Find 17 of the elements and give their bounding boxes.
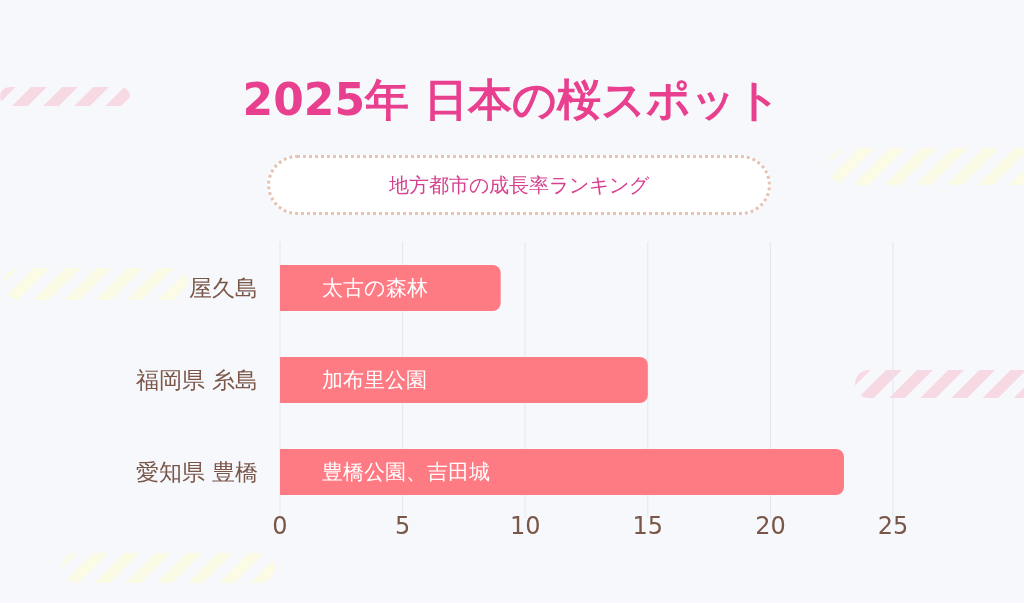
x-tick-label: 25 — [877, 512, 909, 540]
data-label: 加布里公園 — [322, 368, 427, 392]
bar — [280, 357, 648, 403]
x-tick-label: 0 — [272, 512, 288, 540]
x-tick-label: 15 — [632, 512, 664, 540]
data-label: 太古の森林 — [322, 276, 428, 300]
y-tick-label: 愛知県 豊橋 — [135, 459, 258, 485]
x-tick-label: 5 — [394, 512, 411, 540]
y-tick-label: 福岡県 糸島 — [135, 367, 258, 393]
bar — [280, 449, 844, 495]
data-label: 豊橋公園、吉田城 — [322, 460, 490, 484]
bar — [280, 265, 501, 311]
x-tick-label: 20 — [755, 512, 786, 540]
chart-title: 2025年 日本の桜スポット — [241, 73, 783, 127]
y-tick-label: 屋久島 — [189, 275, 258, 301]
x-tick-label: 10 — [509, 512, 541, 540]
chart-subtitle: 地方都市の成長率ランキング — [388, 172, 650, 199]
